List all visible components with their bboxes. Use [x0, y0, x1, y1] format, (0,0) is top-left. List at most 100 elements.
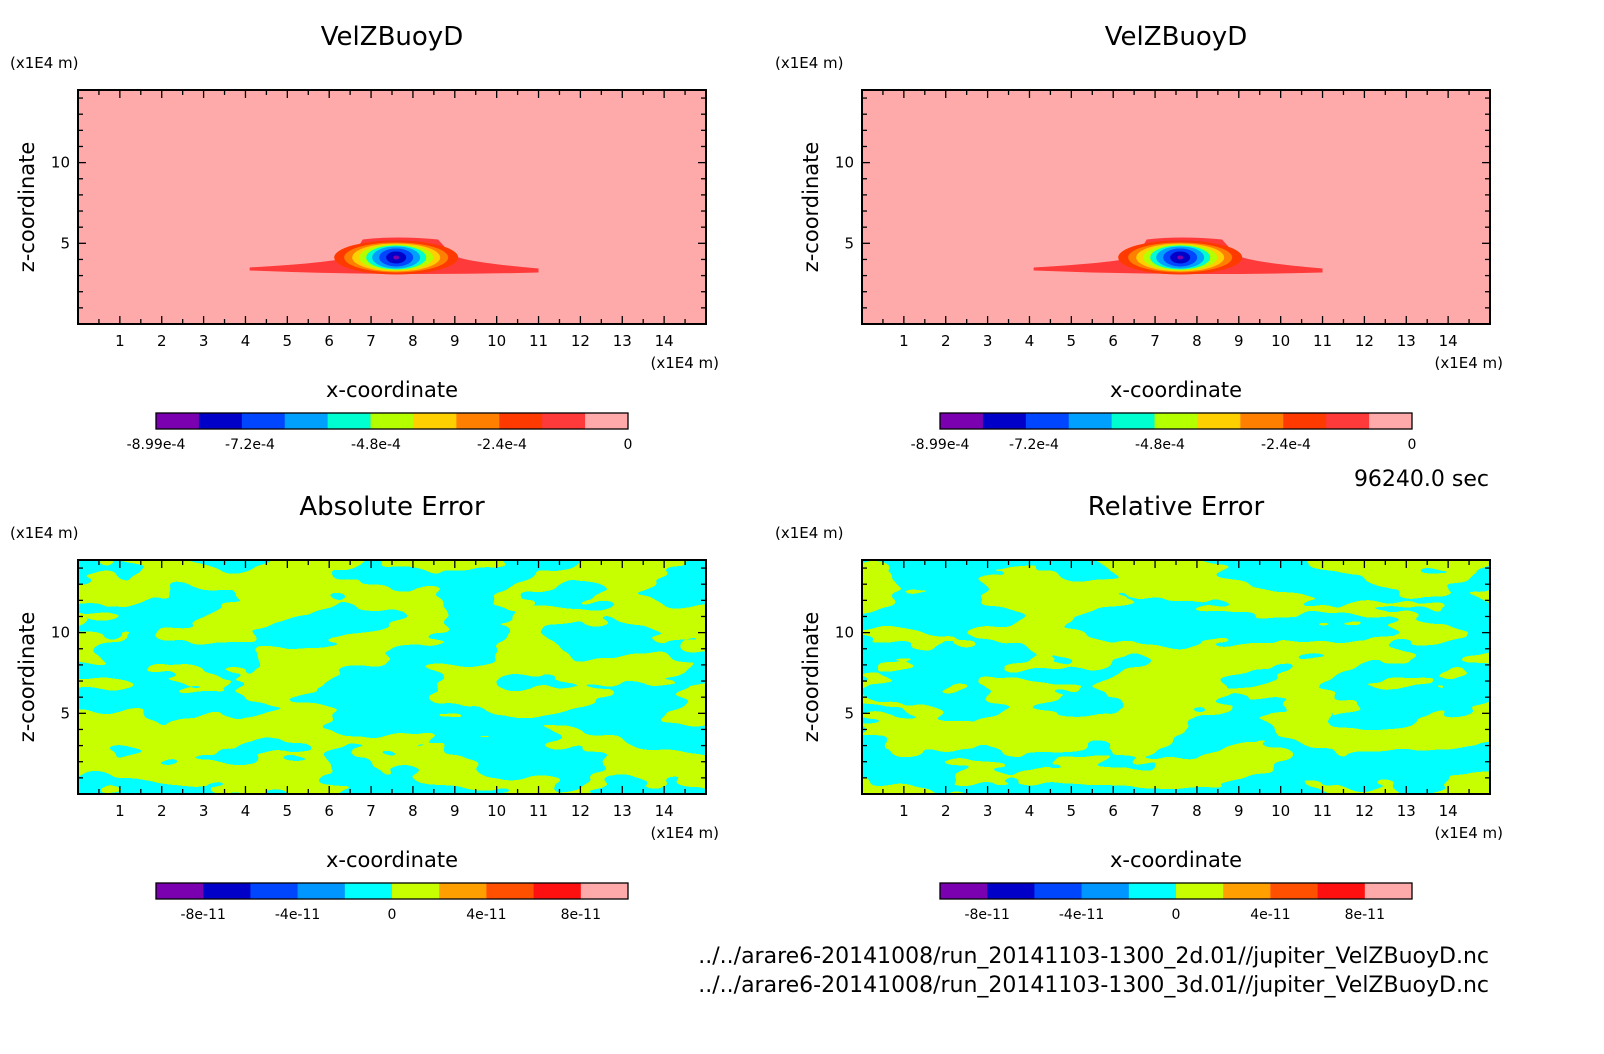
- colorbar-swatch: [370, 413, 414, 429]
- colorbar-swatch: [1081, 883, 1130, 899]
- x-tick-label: 12: [571, 802, 590, 820]
- x-tick-label: 11: [529, 332, 548, 350]
- panel-relative-error: Relative Error (x1E4 m) 1 2 3 4 5 6 7 8 9 10 11 12 1…: [775, 492, 1503, 923]
- x-tick-label: 12: [1355, 332, 1374, 350]
- x-tick-label: 11: [1313, 802, 1332, 820]
- x-tick-label: 9: [1234, 802, 1244, 820]
- x-tick-label: 14: [655, 332, 674, 350]
- y-tick-label: 5: [60, 234, 70, 252]
- colorbar-swatch: [1128, 883, 1177, 899]
- colorbar-swatch: [542, 413, 586, 429]
- y-unit-label: (x1E4 m): [775, 524, 844, 542]
- colorbar-tick-label: -4e-11: [275, 907, 320, 923]
- x-tick-label: 10: [487, 802, 506, 820]
- colorbar-swatch: [241, 413, 286, 429]
- colorbar-tick-labels: -8.99e-4 -7.2e-4 -4.8e-4 -2.4e-4 0: [127, 437, 633, 453]
- colorbar-swatch: [344, 883, 393, 899]
- colorbar-swatch: [439, 883, 487, 899]
- colorbar: [155, 882, 629, 900]
- colorbar: [939, 412, 1413, 430]
- error-field: [78, 560, 706, 794]
- y-tick-label: 5: [60, 704, 70, 722]
- x-tick-labels: 1 2 3 4 5 6 7 8 9 10 11 12 13 14: [115, 332, 674, 350]
- colorbar-tick-label: -4.8e-4: [1135, 437, 1185, 453]
- y-axis-label: z-coordinate: [799, 142, 823, 273]
- colorbar-swatch: [1317, 883, 1366, 899]
- x-tick-label: 11: [1313, 332, 1332, 350]
- x-tick-label: 8: [408, 332, 418, 350]
- colorbar-swatch: [1176, 883, 1224, 899]
- bubble-contours: [1033, 237, 1323, 275]
- x-tick-label: 7: [1150, 802, 1160, 820]
- colorbar-swatch: [1369, 413, 1413, 429]
- y-axis-label: z-coordinate: [799, 612, 823, 743]
- panel-title: VelZBuoyD: [1105, 22, 1247, 52]
- x-tick-label: 10: [1271, 802, 1290, 820]
- x-tick-label: 2: [941, 802, 951, 820]
- x-tick-label: 4: [241, 332, 251, 350]
- colorbar-tick-label: -2.4e-4: [477, 437, 527, 453]
- axis-ticks: [78, 560, 706, 794]
- x-tick-label: 7: [1150, 332, 1160, 350]
- x-tick-label: 5: [283, 332, 293, 350]
- y-tick-labels: 5 10: [835, 154, 854, 253]
- y-tick-labels: 5 10: [835, 624, 854, 723]
- y-tick-label: 10: [51, 154, 70, 172]
- x-tick-label: 5: [1067, 332, 1077, 350]
- x-tick-label: 8: [408, 802, 418, 820]
- colorbar-swatch: [1197, 413, 1241, 429]
- colorbar-tick-label: 8e-11: [1345, 907, 1385, 923]
- colorbar-swatch: [940, 413, 984, 429]
- x-unit-label: (x1E4 m): [650, 824, 719, 842]
- x-tick-label: 6: [324, 802, 334, 820]
- y-tick-labels: 5 10: [51, 154, 70, 253]
- y-tick-label: 10: [835, 154, 854, 172]
- x-tick-label: 6: [324, 332, 334, 350]
- colorbar-swatch: [297, 883, 346, 899]
- x-tick-label: 3: [983, 802, 993, 820]
- x-tick-label: 14: [1439, 332, 1458, 350]
- colorbar-swatch: [156, 883, 204, 899]
- x-tick-label: 5: [1067, 802, 1077, 820]
- panel-velzbuoyd-right: VelZBuoyD (x1E4 m) 1 2 3 4 5 6 7 8 9 10 11 12 13 14 5…: [775, 22, 1503, 453]
- colorbar-tick-label: 0: [1172, 907, 1181, 923]
- colorbar-swatch: [1283, 413, 1327, 429]
- colorbar-swatch: [1240, 413, 1284, 429]
- colorbar: [155, 412, 629, 430]
- contour-level: [393, 255, 400, 260]
- x-tick-label: 8: [1192, 332, 1202, 350]
- colorbar-tick-label: 0: [624, 437, 633, 453]
- colorbar-swatch: [580, 883, 629, 899]
- colorbar-swatch: [585, 413, 629, 429]
- y-unit-label: (x1E4 m): [10, 54, 79, 72]
- colorbar-swatch: [198, 413, 243, 429]
- file-path-2d: ../../arare6-20141008/run_20141103-1300_…: [698, 944, 1489, 969]
- y-axis-label: z-coordinate: [15, 612, 39, 743]
- colorbar-swatch: [327, 413, 372, 429]
- y-tick-label: 5: [844, 704, 854, 722]
- colorbar-tick-label: 8e-11: [561, 907, 601, 923]
- x-tick-label: 6: [1108, 802, 1118, 820]
- x-tick-label: 5: [283, 802, 293, 820]
- colorbar-tick-labels: -8e-11 -4e-11 0 4e-11 8e-11: [964, 907, 1385, 923]
- colorbar-tick-label: -8e-11: [964, 907, 1009, 923]
- y-tick-labels: 5 10: [51, 624, 70, 723]
- x-unit-label: (x1E4 m): [650, 354, 719, 372]
- x-axis-label: x-coordinate: [1110, 378, 1242, 402]
- contour-level: [1177, 255, 1184, 260]
- panel-velzbuoyd-left: VelZBuoyD (x1E4 m) 1 2 3 4 5 6 7 8 9 10 11 12 13 14 5…: [10, 22, 719, 453]
- colorbar-tick-labels: -8e-11 -4e-11 0 4e-11 8e-11: [180, 907, 601, 923]
- colorbar-swatch: [1111, 413, 1156, 429]
- panel-title: VelZBuoyD: [321, 22, 463, 52]
- colorbar-frame: [155, 882, 629, 900]
- colorbar-frame: [939, 882, 1413, 900]
- colorbar-tick-label: 0: [1408, 437, 1417, 453]
- panel-absolute-error: Absolute Error (x1E4 m) 1 2 3 4 5 6 7 8 9 10 11 12 1…: [10, 492, 719, 923]
- y-tick-label: 10: [835, 624, 854, 642]
- x-tick-label: 8: [1192, 802, 1202, 820]
- colorbar-swatch: [1025, 413, 1070, 429]
- colorbar-swatch: [533, 883, 582, 899]
- x-unit-label: (x1E4 m): [1434, 354, 1503, 372]
- x-tick-labels: 1 2 3 4 5 6 7 8 9 10 11 12 13 14: [899, 332, 1458, 350]
- x-axis-label: x-coordinate: [326, 378, 458, 402]
